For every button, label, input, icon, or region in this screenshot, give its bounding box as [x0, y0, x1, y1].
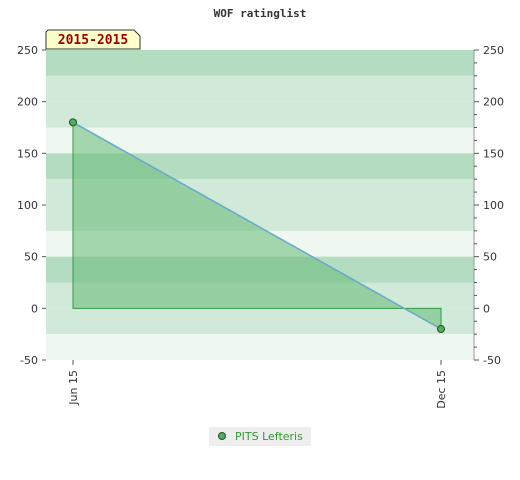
y-tick-label-left: 100 — [17, 199, 38, 212]
period-badge-box — [45, 29, 141, 50]
series-line-layer — [72, 121, 442, 330]
x-tick-label: Jun 15 — [67, 370, 80, 406]
y-tick-label-right: 150 — [483, 147, 504, 160]
period-badge: 2015-2015 — [45, 29, 141, 50]
y-tick-label-left: 200 — [17, 96, 38, 109]
plot-band — [46, 101, 474, 128]
period-badge-label: 2015-2015 — [58, 33, 128, 48]
plot-band — [46, 334, 474, 360]
legend-item-label: PITS Lefteris — [235, 430, 303, 443]
x-tick-label: Dec 15 — [435, 370, 448, 409]
y-tick-label-left: 50 — [24, 251, 38, 264]
y-tick-label-right: 250 — [483, 44, 504, 57]
y-axis-right: -50 0 50 100 150 200 250 — [473, 44, 504, 367]
x-axis: Jun 15 Dec 15 — [67, 360, 448, 409]
y-tick-label-right: 200 — [483, 96, 504, 109]
legend-box — [209, 427, 311, 446]
y-axis-left: -50 0 50 100 150 200 250 — [17, 44, 46, 367]
y-tick-label-right: 0 — [483, 302, 490, 315]
legend: PITS Lefteris — [209, 427, 311, 446]
data-point — [69, 118, 77, 127]
chart-title: WOF ratinglist — [214, 7, 307, 20]
y-tick-label-left: 150 — [17, 147, 38, 160]
legend-marker — [218, 432, 226, 440]
y-tick-label-right: 100 — [483, 199, 504, 212]
series-marker-layer — [69, 118, 445, 333]
y-tick-label-left: -50 — [20, 354, 38, 367]
y-tick-label-right: 50 — [483, 251, 497, 264]
plot-band — [46, 50, 474, 76]
plot-band — [46, 75, 474, 102]
y-tick-label-left: 0 — [31, 302, 38, 315]
y-tick-label-right: -50 — [483, 354, 501, 367]
plot-band — [46, 308, 474, 335]
data-point — [437, 325, 445, 333]
series-line — [72, 121, 442, 330]
y-tick-label-left: 250 — [17, 44, 38, 57]
